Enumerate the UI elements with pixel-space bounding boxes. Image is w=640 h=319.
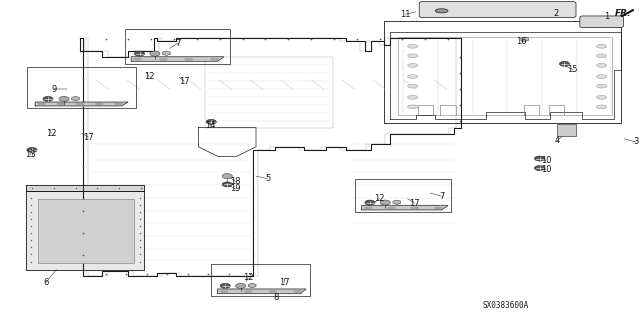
Circle shape: [365, 200, 375, 205]
Polygon shape: [393, 200, 401, 204]
Text: 17: 17: [280, 278, 290, 287]
Polygon shape: [521, 37, 529, 41]
Text: 3: 3: [633, 137, 638, 146]
Ellipse shape: [411, 207, 419, 209]
Text: 14: 14: [205, 121, 215, 130]
Circle shape: [220, 283, 230, 288]
Text: 5: 5: [265, 174, 270, 183]
Ellipse shape: [185, 58, 193, 60]
Bar: [125, 29, 230, 64]
Ellipse shape: [220, 291, 228, 293]
Text: 13: 13: [25, 150, 35, 159]
Ellipse shape: [408, 105, 418, 109]
Text: 4: 4: [554, 137, 559, 145]
Ellipse shape: [211, 58, 218, 60]
Text: 17: 17: [410, 199, 420, 208]
Text: 7: 7: [175, 39, 180, 48]
Ellipse shape: [596, 95, 607, 99]
FancyBboxPatch shape: [580, 16, 623, 27]
Ellipse shape: [364, 207, 372, 209]
Ellipse shape: [244, 291, 252, 293]
Text: 18: 18: [230, 177, 241, 186]
Polygon shape: [362, 205, 448, 210]
Circle shape: [59, 96, 69, 101]
Text: 6: 6: [44, 278, 49, 287]
Bar: [384, 21, 621, 123]
Text: 15: 15: [568, 65, 578, 74]
Ellipse shape: [596, 84, 607, 88]
Ellipse shape: [435, 9, 448, 13]
Text: 19: 19: [230, 184, 241, 193]
Circle shape: [559, 61, 570, 66]
Text: 10: 10: [541, 165, 551, 174]
Ellipse shape: [57, 103, 65, 105]
Polygon shape: [248, 283, 256, 288]
Ellipse shape: [408, 75, 418, 78]
Ellipse shape: [596, 105, 607, 109]
Bar: [205, 57, 333, 128]
Circle shape: [534, 156, 545, 161]
Text: SX0383600A: SX0383600A: [483, 301, 529, 310]
Ellipse shape: [596, 63, 607, 67]
Text: 2: 2: [553, 9, 558, 18]
Text: FR.: FR.: [614, 9, 631, 18]
Text: 7: 7: [439, 192, 444, 201]
Polygon shape: [35, 102, 128, 106]
Ellipse shape: [269, 291, 277, 293]
Text: 12: 12: [46, 129, 56, 138]
Ellipse shape: [115, 103, 122, 105]
Circle shape: [380, 200, 390, 205]
Ellipse shape: [596, 54, 607, 58]
Ellipse shape: [408, 44, 418, 48]
Ellipse shape: [294, 291, 301, 293]
Text: 10: 10: [541, 156, 551, 165]
Ellipse shape: [388, 207, 396, 209]
Text: 12: 12: [374, 194, 385, 203]
Polygon shape: [26, 185, 144, 191]
Ellipse shape: [134, 58, 141, 60]
Text: 1: 1: [604, 12, 609, 21]
Text: 11: 11: [400, 10, 410, 19]
Text: 8: 8: [274, 293, 279, 302]
Ellipse shape: [159, 58, 167, 60]
Circle shape: [222, 182, 232, 187]
Bar: [355, 179, 451, 212]
Polygon shape: [72, 96, 79, 101]
Text: 12: 12: [243, 273, 253, 282]
FancyBboxPatch shape: [419, 2, 576, 18]
Ellipse shape: [408, 84, 418, 88]
Circle shape: [222, 174, 232, 179]
Ellipse shape: [596, 75, 607, 78]
Ellipse shape: [408, 95, 418, 99]
Ellipse shape: [408, 63, 418, 67]
Circle shape: [534, 166, 545, 171]
Bar: [38, 199, 134, 263]
Polygon shape: [218, 289, 306, 293]
Ellipse shape: [596, 44, 607, 48]
Ellipse shape: [435, 207, 442, 209]
Text: 16: 16: [516, 37, 527, 46]
Bar: [211, 264, 310, 296]
Ellipse shape: [95, 103, 103, 105]
Text: 12: 12: [144, 72, 154, 81]
Circle shape: [206, 119, 216, 124]
Circle shape: [134, 51, 145, 56]
Text: 17: 17: [83, 133, 93, 142]
Bar: [398, 37, 612, 115]
Circle shape: [27, 147, 37, 152]
Polygon shape: [163, 51, 170, 56]
Circle shape: [236, 283, 246, 288]
Polygon shape: [26, 191, 144, 270]
Polygon shape: [557, 124, 576, 136]
Ellipse shape: [76, 103, 84, 105]
Text: 9: 9: [52, 85, 57, 94]
Circle shape: [43, 96, 53, 101]
Ellipse shape: [408, 54, 418, 58]
Ellipse shape: [38, 103, 45, 105]
Polygon shape: [131, 57, 224, 61]
Bar: [27, 67, 136, 108]
Circle shape: [150, 51, 160, 56]
Text: 17: 17: [179, 77, 189, 86]
